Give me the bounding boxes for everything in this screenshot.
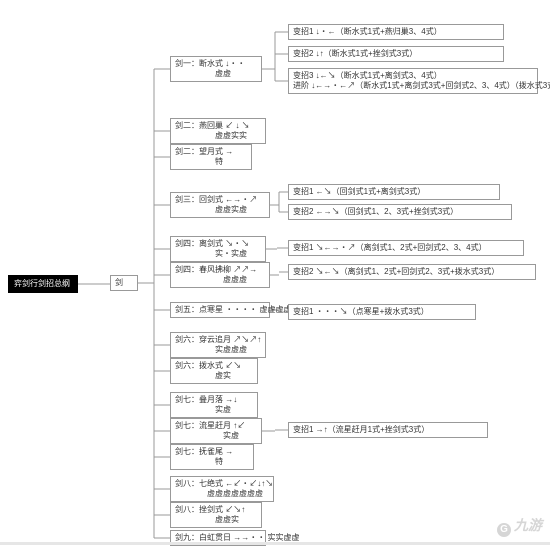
node-s1: 剑一：断水式 ↓・・ 虚虚: [170, 56, 262, 82]
node-v3a: 变招1 ←↘（回剑式1式+离剑式3式）: [288, 184, 500, 200]
node-s3: 剑三：回剑式 ←→・↗ 虚虚实虚: [170, 192, 270, 218]
node-s4a: 剑四：离剑式 ↘・↘ 实・实虚: [170, 236, 266, 262]
node-hub: 剑: [110, 275, 138, 291]
node-s8b: 剑八：挫剑式 ↙↘↑ 虚虚实: [170, 502, 262, 528]
watermark: G九游: [497, 515, 542, 537]
node-v1a: 变招1 ↓・←（断水式1式+燕归巢3、4式）: [288, 24, 504, 40]
node-v1c: 变招3 ↓←↘（断水式1式+离剑式3、4式） 进阶 ↓←→・←↗（断水式1式+离…: [288, 68, 538, 94]
node-s4b: 剑四：春风拂柳 ↗↗→ 虚虚虚: [170, 262, 270, 288]
node-s7b: 剑七：流星赶月 ↑↙ 实虚: [170, 418, 262, 444]
node-s8a: 剑八：七绝式 ←↙・↙↓↑↘ 虚虚虚虚虚虚虚: [170, 476, 274, 502]
watermark-icon: G: [497, 523, 511, 537]
node-v5: 变招1 ・・・↘（点寒星+拨水式3式）: [288, 304, 476, 320]
node-s6a: 剑六：穿云追月 ↗↘↗↑ 实虚虚虚: [170, 332, 266, 358]
node-v4a: 变招1 ↘←→・↗（离剑式1、2式+回剑式2、3、4式）: [288, 240, 524, 256]
node-s2b: 剑二：望月式 → 特: [170, 144, 252, 170]
node-v3b: 变招2 ←→↘（回剑式1、2、3式+挫剑式3式）: [288, 204, 512, 220]
node-s2a: 剑二：燕回巢 ↙ ↓ ↘ 虚虚实实: [170, 118, 266, 144]
node-s6b: 剑六：拨水式 ↙↘ 虚实: [170, 358, 258, 384]
node-s7c: 剑七：抚雀尾 → 特: [170, 444, 254, 470]
node-s7a: 剑七：叠月落 →↓ 实虚: [170, 392, 258, 418]
node-v7: 变招1 →↑（流星赶月1式+挫剑式3式）: [288, 422, 488, 438]
node-s5: 剑五：点寒星 ・・・・ 虚虚虚虚: [170, 302, 270, 318]
node-v1b: 变招2 ↓↑（断水式1式+挫剑式3式）: [288, 46, 504, 62]
node-root: 弈剑行剑招总纲: [8, 275, 78, 293]
node-v4b: 变招2 ↘←↘（离剑式1、2式+回剑式2、3式+拨水式3式）: [288, 264, 536, 280]
